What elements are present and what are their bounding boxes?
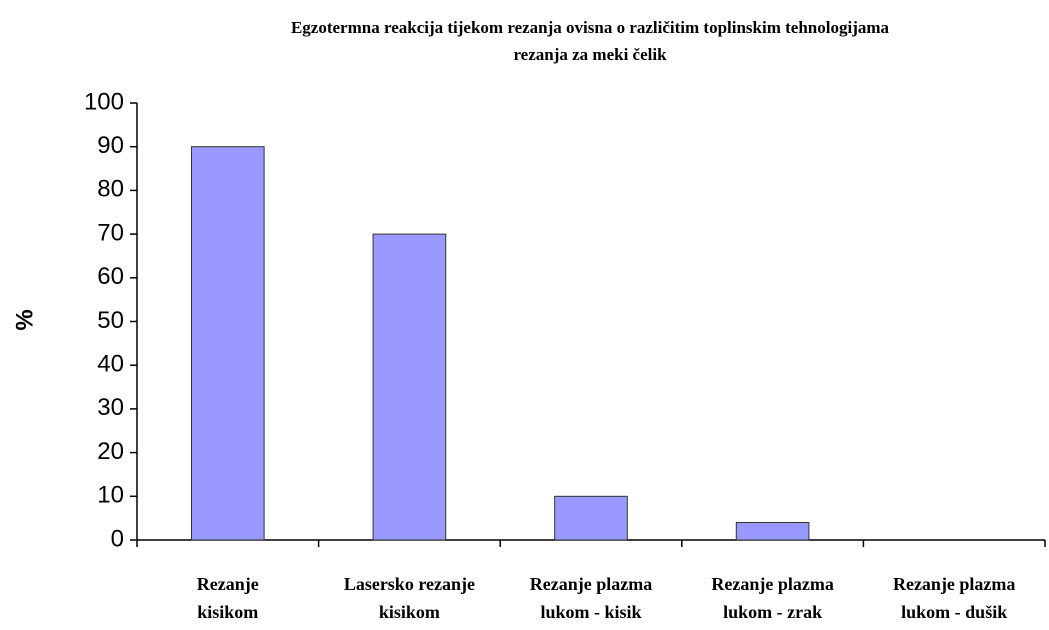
- y-tick-label: 50: [97, 307, 124, 334]
- bar: [190, 146, 265, 541]
- y-tick-label: 100: [84, 88, 124, 115]
- y-tick-label: 10: [97, 482, 124, 509]
- x-tick-label: Rezanje plazma lukom - zrak: [711, 574, 834, 622]
- bar: [372, 233, 447, 541]
- bar: [554, 495, 628, 541]
- x-tick-label: Rezanje plazma lukom - kisik: [529, 574, 653, 622]
- y-tick-label: 30: [97, 394, 124, 421]
- chart-title: Egzotermna reakcija tijekom rezanja ovis…: [290, 18, 890, 64]
- y-tick-label: 20: [97, 438, 124, 465]
- y-tick-label: 90: [97, 132, 124, 159]
- y-tick-label: 80: [97, 176, 124, 203]
- y-axis-label: %: [11, 309, 38, 330]
- x-tick-label: Rezanje kisikom: [196, 574, 259, 622]
- x-tick-label: Rezanje plazma lukom - dušik: [892, 574, 1016, 622]
- y-tick-label: 40: [97, 351, 124, 378]
- y-tick-label: 0: [111, 525, 124, 552]
- y-tick-label: 60: [97, 263, 124, 290]
- bar: [735, 522, 810, 541]
- y-tick-label: 70: [97, 219, 124, 246]
- x-tick-label: Lasersko rezanje kisikom: [343, 574, 475, 622]
